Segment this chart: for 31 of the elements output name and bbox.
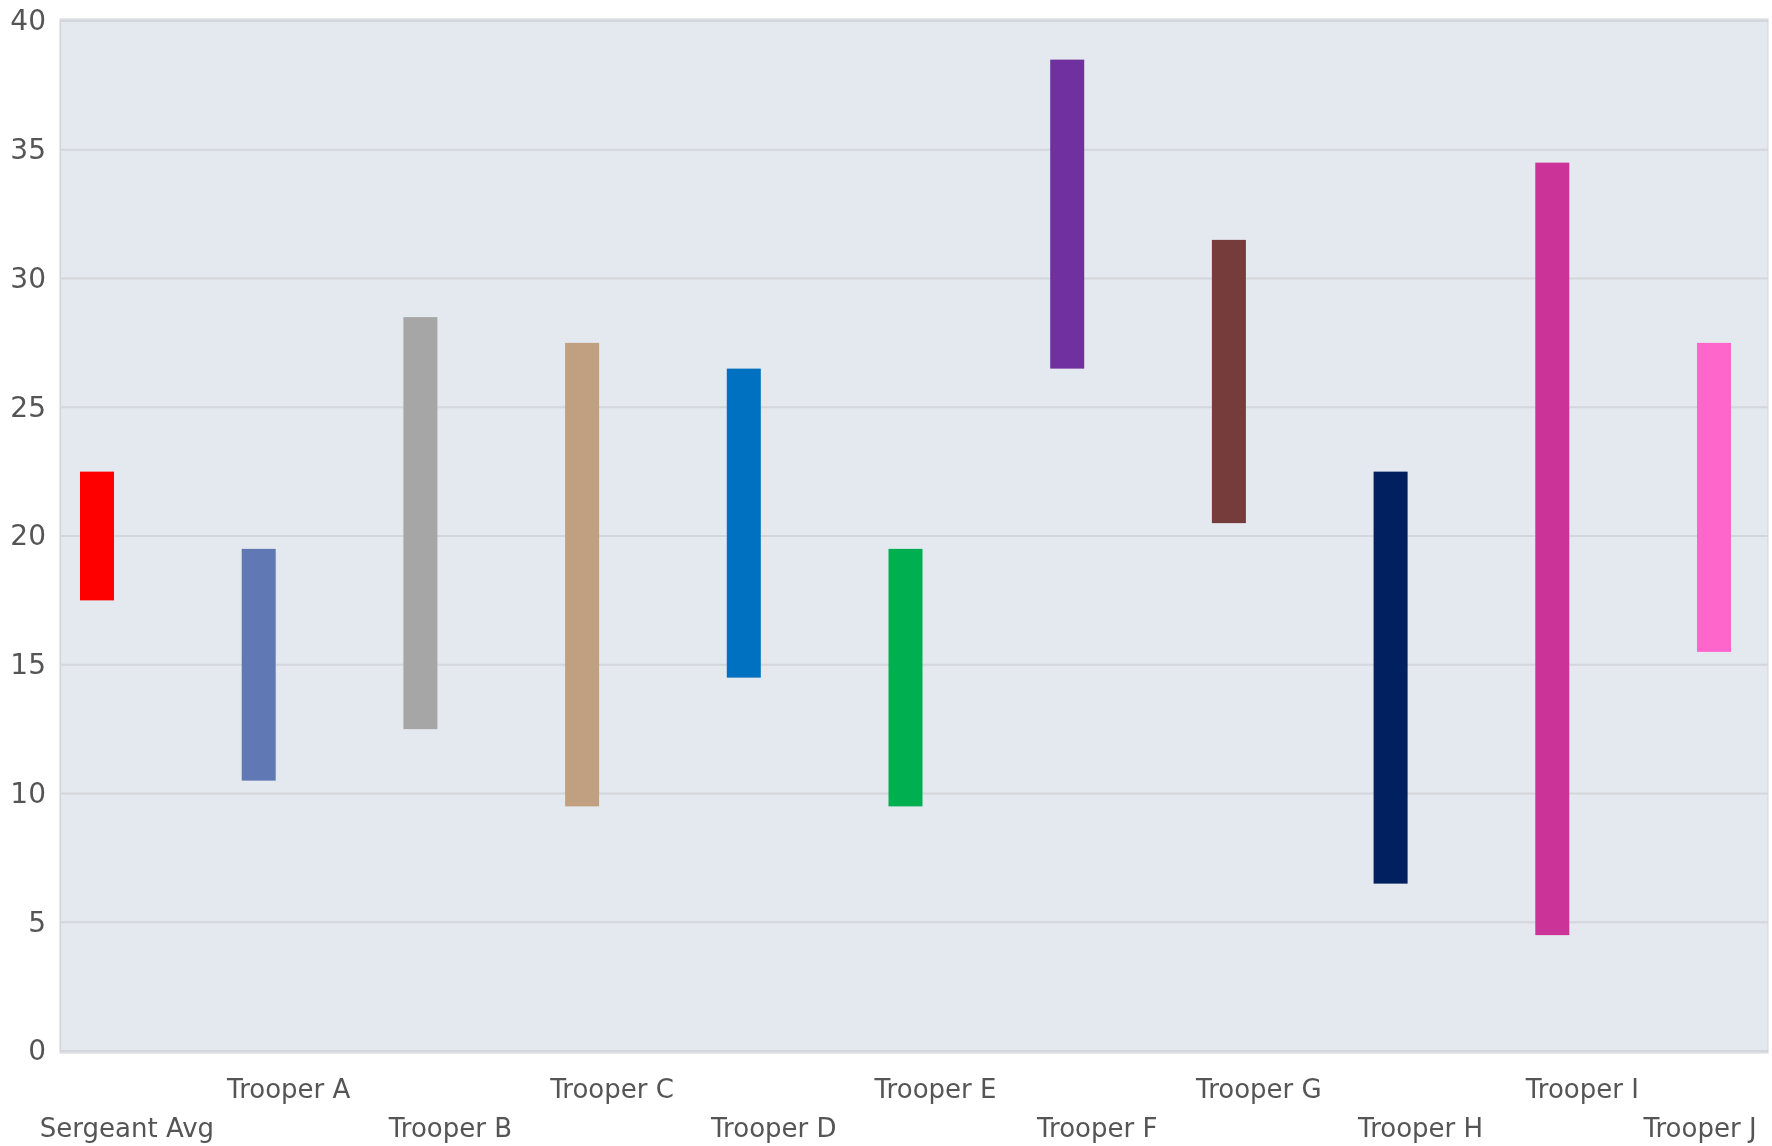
y-tick-label: 15 <box>10 648 46 682</box>
x-tick-label: Trooper J <box>1642 1113 1757 1143</box>
bar <box>1697 342 1731 652</box>
y-tick-label: 30 <box>10 261 46 295</box>
x-tick-label: Trooper I <box>1524 1074 1639 1104</box>
bar <box>1535 162 1570 936</box>
bar <box>565 342 600 807</box>
x-tick-label: Trooper D <box>710 1113 837 1143</box>
x-tick-label: Trooper G <box>1195 1074 1322 1104</box>
y-tick-label: 25 <box>10 390 46 424</box>
x-tick-label: Trooper E <box>873 1074 997 1104</box>
y-tick-label: 20 <box>10 519 46 553</box>
bar <box>1211 239 1246 524</box>
bar <box>80 471 114 601</box>
y-tick-label: 10 <box>10 776 46 810</box>
y-tick-label: 35 <box>10 133 46 167</box>
x-tick-label: Trooper F <box>1036 1113 1158 1143</box>
bar <box>403 317 438 730</box>
y-tick-label: 5 <box>28 905 46 939</box>
y-tick-label: 40 <box>10 4 46 38</box>
x-tick-label: Trooper C <box>549 1074 674 1104</box>
x-tick-label: Sergeant Avg <box>39 1113 215 1143</box>
x-tick-label: Trooper B <box>387 1113 513 1143</box>
bar <box>888 548 923 807</box>
bar <box>726 368 761 678</box>
bar <box>1050 59 1085 369</box>
x-tick-label: Trooper A <box>226 1074 351 1104</box>
bar <box>1373 471 1408 884</box>
bar <box>241 548 276 781</box>
y-tick-label: 0 <box>28 1034 46 1068</box>
x-tick-label: Trooper H <box>1357 1113 1484 1143</box>
